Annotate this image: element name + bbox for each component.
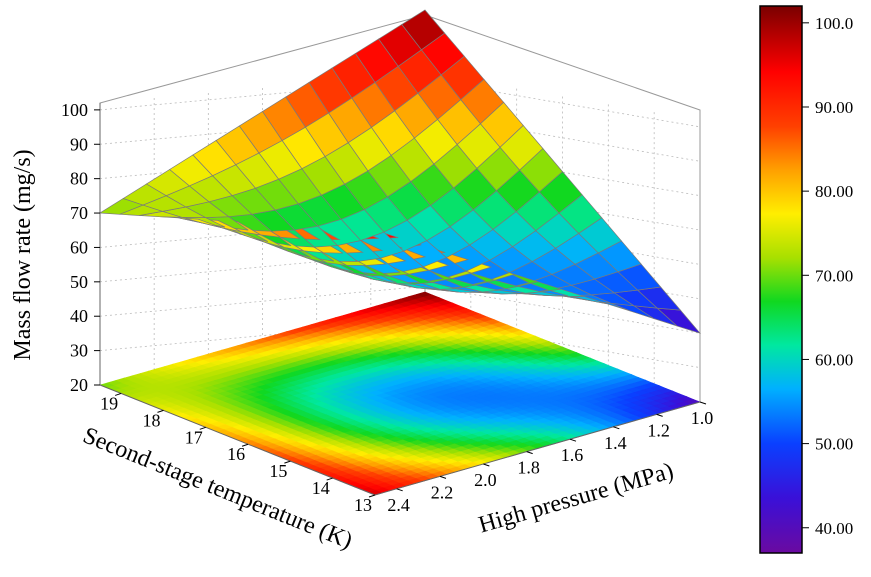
surface-mesh (98, 9, 702, 334)
x-tick-label: 17 (185, 427, 203, 447)
y-axis-ticks: 2.4 2.2 2.0 1.8 1.6 1.4 1.2 1.0 (387, 401, 714, 515)
colorbar-tick-label: 50.00 (815, 435, 853, 454)
y-tick-mark (699, 401, 707, 405)
colorbar-gradient (759, 5, 803, 554)
y-tick-mark (656, 413, 663, 417)
y-tick-mark (613, 426, 620, 430)
z-tick-label: 100 (61, 100, 88, 120)
x-tick-mark (368, 494, 376, 498)
x-tick-label: 13 (354, 495, 372, 515)
x-tick-label: 18 (142, 410, 160, 430)
y-tick-label: 1.2 (647, 420, 670, 440)
x-tick-label: 14 (312, 478, 330, 498)
colorbar-ticks: 100.0 90.00 80.00 70.00 60.00 50.00 40.00 (802, 14, 853, 538)
x-tick-mark (157, 409, 164, 413)
y-tick-label: 1.0 (691, 408, 714, 428)
x-tick-mark (199, 426, 206, 430)
z-tick-label: 60 (70, 237, 88, 257)
z-tick-label: 30 (70, 341, 88, 361)
z-tick-label: 40 (70, 306, 88, 326)
z-axis-ticks: 20 30 40 50 60 70 80 90 100 (61, 100, 100, 395)
axis-frame (99, 103, 701, 496)
x-tick-mark (284, 460, 291, 464)
z-tick-label: 80 (70, 169, 88, 189)
y-tick-mark (483, 463, 490, 467)
y-tick-label: 1.4 (604, 433, 627, 453)
z-tick-label: 50 (70, 272, 88, 292)
x-tick-mark (326, 477, 333, 481)
colorbar-tick-label: 60.00 (815, 350, 853, 369)
z-tick-label: 90 (70, 134, 88, 154)
y-axis-title: High pressure (MPa) (476, 458, 677, 538)
x-axis-line (99, 384, 376, 496)
x-tick-mark (114, 392, 122, 396)
x-tick-mark (241, 443, 249, 447)
colorbar-tick-label: 100.0 (815, 14, 853, 33)
z-axis-title: Mass flow rate (mg/s) (10, 149, 36, 360)
y-tick-mark (439, 475, 447, 479)
x-tick-label: 19 (100, 393, 118, 413)
y-tick-mark (526, 451, 533, 455)
z-tick-label: 70 (70, 203, 88, 223)
colorbar-tick-label: 40.00 (815, 519, 853, 538)
colorbar-tick-label: 90.00 (815, 98, 853, 117)
colorbar: 100.0 90.00 80.00 70.00 60.00 50.00 40.00 (759, 5, 853, 554)
wall-gridline (99, 285, 426, 317)
y-tick-label: 2.4 (387, 495, 410, 515)
y-tick-label: 1.8 (517, 458, 540, 478)
surface-cell (98, 198, 144, 215)
floor-contour-projection (99, 291, 701, 496)
x-tick-label: 15 (269, 461, 287, 481)
wall-gridline (424, 285, 701, 334)
y-tick-mark (396, 488, 403, 492)
colorbar-tick-label: 70.00 (815, 266, 853, 285)
y-axis-line (374, 401, 701, 496)
y-tick-label: 1.6 (561, 445, 584, 465)
z-tick-label: 20 (70, 375, 88, 395)
x-axis-ticks: 19 18 17 16 15 14 13 (100, 392, 376, 515)
y-tick-label: 2.0 (474, 470, 497, 490)
x-tick-label: 16 (227, 444, 245, 464)
y-tick-mark (569, 438, 577, 442)
y-tick-label: 2.2 (431, 482, 454, 502)
colorbar-tick-label: 80.00 (815, 182, 853, 201)
